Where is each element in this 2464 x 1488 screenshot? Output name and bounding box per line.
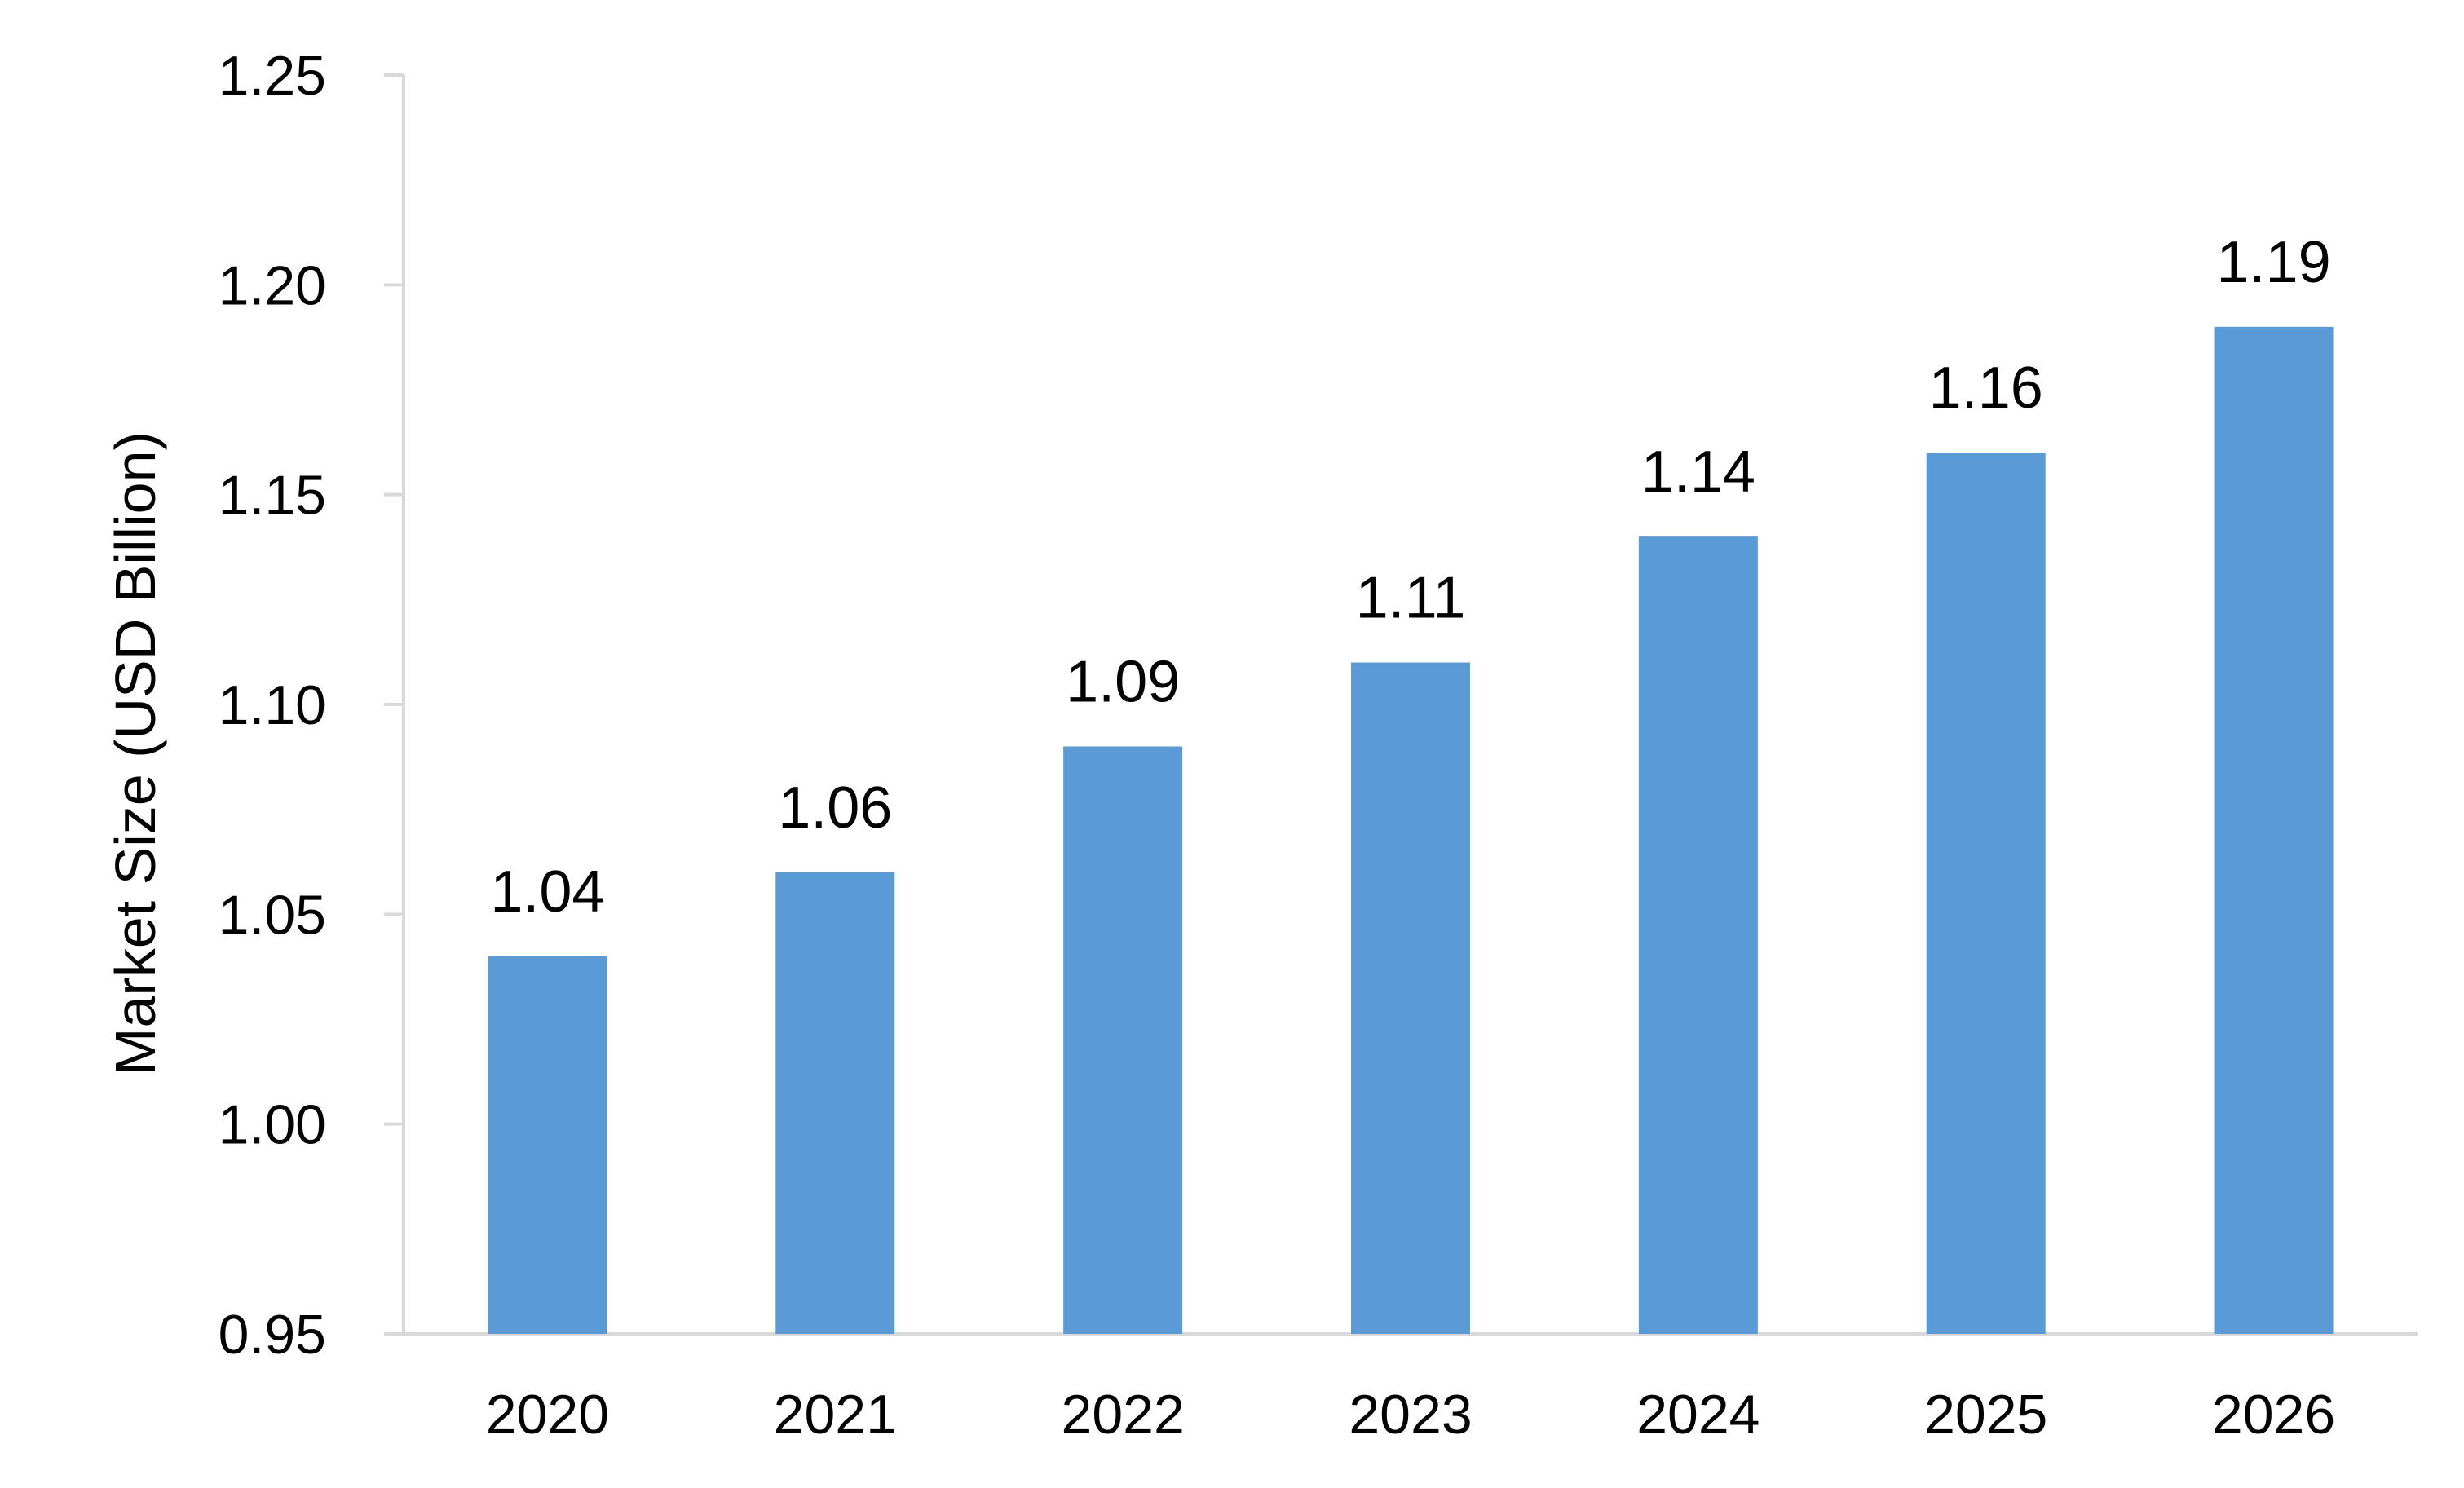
bar — [488, 956, 607, 1334]
x-tick-label: 2025 — [1924, 1384, 2047, 1446]
y-tick-label: 1.15 — [219, 465, 326, 527]
data-label: 1.14 — [1641, 439, 1755, 505]
data-label: 1.04 — [490, 859, 604, 925]
bar — [2214, 326, 2334, 1334]
x-axis-ticks: 2020 2021 2022 2023 2024 2025 2026 — [486, 1384, 2335, 1446]
data-label: 1.11 — [1356, 566, 1466, 631]
y-axis-ticks: 0.95 1.00 1.05 1.10 1.15 1.20 1.25 — [219, 45, 404, 1366]
data-label: 1.09 — [1066, 649, 1180, 714]
y-tick-label: 1.20 — [219, 254, 326, 316]
bar — [775, 872, 895, 1334]
y-tick-label: 1.10 — [219, 674, 326, 736]
data-labels: 1.04 1.06 1.09 1.11 1.14 1.16 1.19 — [490, 230, 2330, 925]
x-tick-label: 2021 — [774, 1384, 897, 1446]
data-label: 1.06 — [778, 775, 892, 841]
bar — [1638, 536, 1758, 1334]
data-label: 1.19 — [2217, 230, 2331, 295]
y-axis-title: Market Size (USD Billion) — [104, 431, 167, 1075]
bar-series — [488, 326, 2334, 1335]
x-tick-label: 2023 — [1349, 1384, 1472, 1446]
x-tick-label: 2026 — [2212, 1384, 2335, 1446]
x-tick-label: 2024 — [1636, 1384, 1760, 1446]
x-tick-label: 2020 — [486, 1384, 609, 1446]
y-tick-label: 1.25 — [219, 45, 326, 107]
data-label: 1.16 — [1929, 355, 2043, 421]
y-axis: 0.95 1.00 1.05 1.10 1.15 1.20 1.25 — [219, 45, 405, 1366]
x-axis: 2020 2021 2022 2023 2024 2025 2026 — [384, 1332, 2418, 1446]
bar — [1351, 662, 1470, 1334]
x-tick-label: 2022 — [1062, 1384, 1185, 1446]
y-tick-label: 1.05 — [219, 884, 326, 946]
y-tick-label: 1.00 — [219, 1094, 326, 1156]
bar — [1063, 746, 1183, 1334]
y-tick-label: 0.95 — [219, 1304, 326, 1366]
bar — [1926, 453, 2046, 1335]
